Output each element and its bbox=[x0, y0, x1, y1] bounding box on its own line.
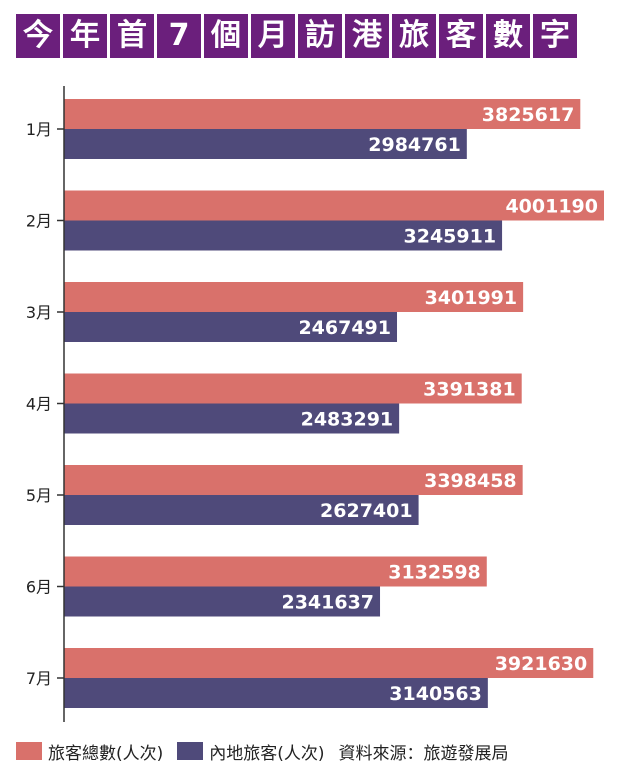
title-char: 7 bbox=[157, 14, 201, 58]
data-label-total: 3921630 bbox=[495, 653, 588, 675]
data-label-mainland: 2341637 bbox=[281, 592, 374, 614]
bar-mainland bbox=[64, 403, 400, 434]
data-label-mainland: 2467491 bbox=[298, 317, 391, 339]
bar-mainland bbox=[64, 312, 398, 342]
data-label-mainland: 2627401 bbox=[320, 500, 413, 522]
title-char: 月 bbox=[251, 14, 295, 58]
legend-swatch-total bbox=[16, 742, 42, 760]
legend: 旅客總數(人次) 內地旅客(人次) 資料來源：旅遊發展局 bbox=[16, 738, 509, 764]
bar-mainland bbox=[64, 586, 381, 617]
title-char: 個 bbox=[204, 14, 248, 58]
bar-total bbox=[64, 465, 523, 495]
title-char: 港 bbox=[345, 14, 389, 58]
data-label-total: 3398458 bbox=[424, 470, 517, 492]
bar-total bbox=[64, 556, 487, 587]
y-tick-label: 4月 bbox=[26, 395, 52, 414]
ticks-layer: 1月 2月 3月 4月 5月 6月 7月 bbox=[26, 120, 64, 688]
legend-label-mainland: 內地旅客(人次) bbox=[209, 743, 325, 764]
data-label-total: 3132598 bbox=[388, 562, 481, 584]
bar-total bbox=[64, 648, 594, 678]
y-tick-label: 5月 bbox=[26, 486, 52, 505]
title-char: 年 bbox=[63, 14, 107, 58]
title-char: 訪 bbox=[298, 14, 342, 58]
title-char: 客 bbox=[439, 14, 483, 58]
y-tick-label: 2月 bbox=[26, 212, 52, 231]
source-note: 資料來源：旅遊發展局 bbox=[338, 743, 509, 764]
bar-total bbox=[64, 373, 522, 404]
data-label-total: 4001190 bbox=[505, 196, 598, 218]
y-tick-label: 6月 bbox=[26, 578, 52, 597]
title-char: 字 bbox=[533, 14, 577, 58]
y-tick-label: 7月 bbox=[26, 669, 52, 688]
data-label-mainland: 2483291 bbox=[301, 409, 394, 431]
bar-mainland bbox=[64, 129, 467, 159]
legend-swatch-mainland bbox=[177, 742, 204, 760]
bar-mainland bbox=[64, 220, 503, 251]
bar-total bbox=[64, 190, 604, 221]
data-label-mainland: 3245911 bbox=[404, 226, 497, 248]
legend-label-total: 旅客總數(人次) bbox=[48, 743, 164, 764]
title-char: 數 bbox=[486, 14, 530, 58]
title-char: 首 bbox=[110, 14, 154, 58]
bars-layer: 3825617 2984761 4001190 3245911 3401991 24674… bbox=[64, 99, 604, 708]
bar-mainland bbox=[64, 495, 419, 525]
title-char: 旅 bbox=[392, 14, 436, 58]
data-label-total: 3825617 bbox=[482, 104, 575, 126]
data-label-total: 3401991 bbox=[425, 287, 518, 309]
y-tick-label: 1月 bbox=[26, 120, 52, 139]
bar-total bbox=[64, 282, 524, 312]
data-label-mainland: 2984761 bbox=[368, 134, 461, 156]
bar-total bbox=[64, 99, 581, 129]
bar-chart: 3825617 2984761 4001190 3245911 3401991 24674… bbox=[26, 86, 604, 722]
legend-item-mainland: 內地旅客(人次) bbox=[177, 739, 325, 764]
data-label-total: 3391381 bbox=[423, 379, 516, 401]
title-char: 今 bbox=[16, 14, 60, 58]
data-label-mainland: 3140563 bbox=[389, 683, 482, 705]
y-tick-label: 3月 bbox=[26, 303, 52, 322]
bar-mainland bbox=[64, 678, 488, 708]
legend-item-total: 旅客總數(人次) bbox=[16, 739, 163, 764]
